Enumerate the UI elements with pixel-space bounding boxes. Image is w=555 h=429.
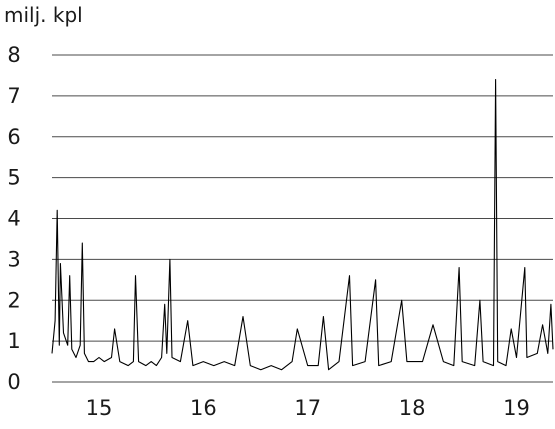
- x-tick-label: 15: [86, 396, 113, 420]
- y-tick-label: 5: [7, 166, 20, 190]
- y-tick-label: 4: [7, 207, 20, 231]
- y-tick-label: 3: [7, 247, 20, 271]
- x-axis-ticks: 15 16 17 18 19: [86, 396, 530, 420]
- x-tick-label: 19: [503, 396, 530, 420]
- y-tick-label: 1: [7, 329, 20, 353]
- gridlines: [52, 54, 553, 383]
- series-line-0: [51, 78, 554, 371]
- series-group: [51, 78, 554, 371]
- y-tick-label: 6: [7, 125, 20, 149]
- x-tick-label: 17: [294, 396, 321, 420]
- y-axis-unit-label: milj. kpl: [4, 3, 83, 27]
- x-tick-label: 16: [190, 396, 217, 420]
- y-tick-label: 0: [7, 370, 20, 394]
- y-tick-label: 2: [7, 288, 20, 312]
- y-axis-ticks: 0 1 2 3 4 5 6 7 8: [7, 43, 20, 394]
- x-tick-label: 18: [399, 396, 426, 420]
- y-tick-label: 7: [7, 84, 20, 108]
- y-tick-label: 8: [7, 43, 20, 67]
